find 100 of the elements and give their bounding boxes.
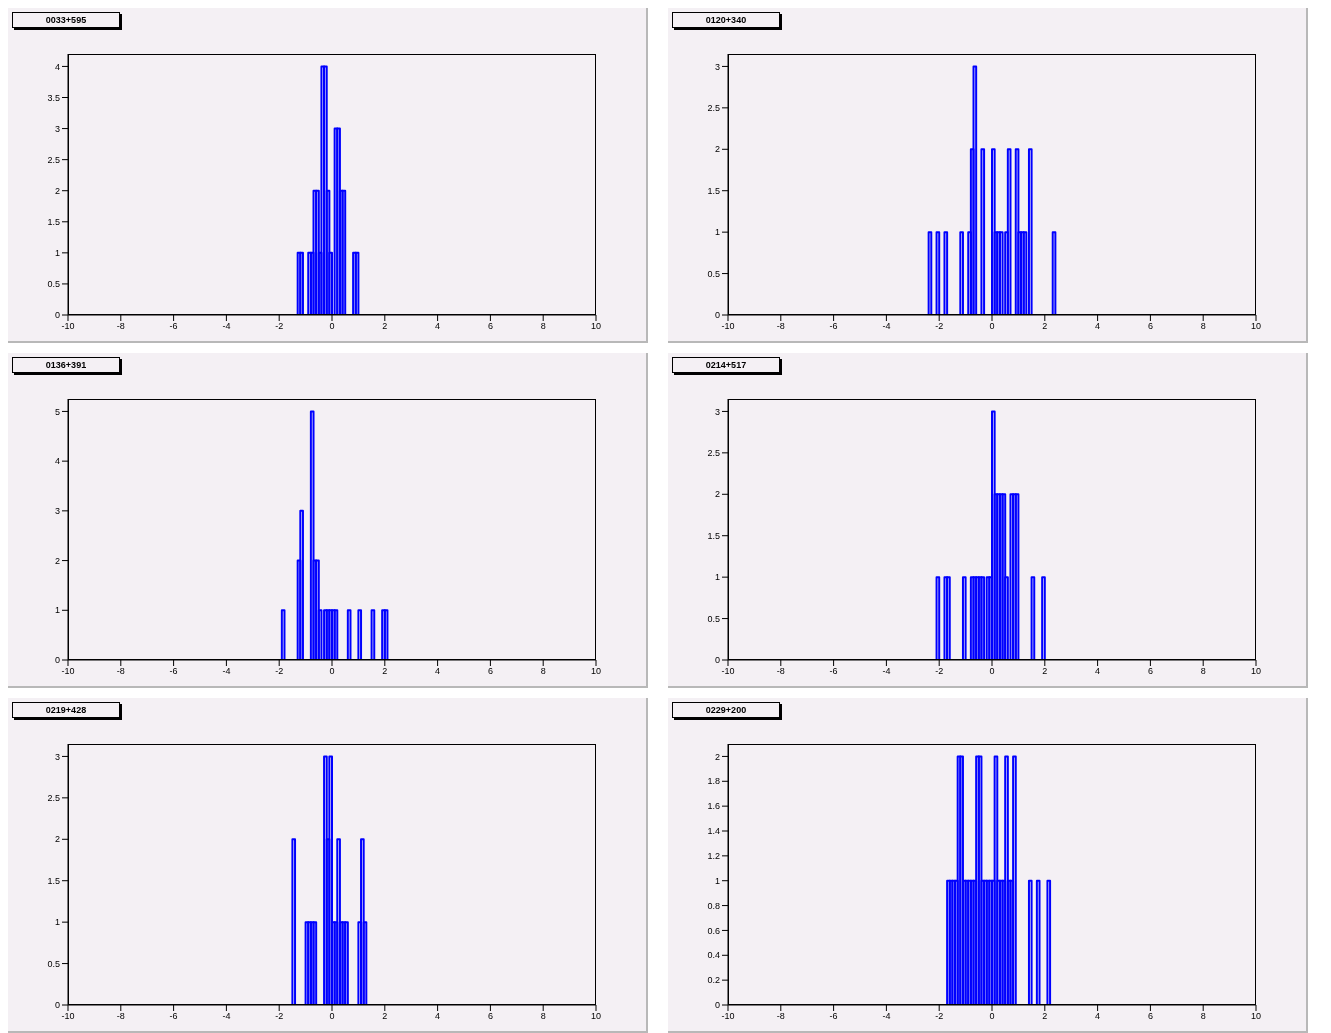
- y-tick-label: 1.5: [707, 185, 720, 196]
- y-tick-label: 3.5: [47, 92, 60, 103]
- x-tick-label: 8: [1200, 1011, 1206, 1022]
- y-tick-label: 0.5: [47, 958, 60, 969]
- y-tick-label: 0.8: [707, 900, 720, 911]
- x-tick-label: 0: [329, 1011, 335, 1022]
- y-tick-label: 3: [714, 406, 720, 417]
- y-tick-label: 1: [54, 917, 60, 928]
- x-tick-label: 6: [1147, 1011, 1153, 1022]
- y-tick-label: 4: [54, 456, 60, 467]
- x-tick-label: -8: [116, 666, 125, 677]
- y-tick-label: 0: [714, 655, 720, 666]
- x-tick-label: 8: [1200, 666, 1206, 677]
- chart-title: 0033+595: [12, 12, 120, 28]
- x-tick-label: -4: [882, 1011, 891, 1022]
- x-tick-label: -2: [935, 321, 944, 332]
- x-tick-label: 2: [382, 666, 388, 677]
- chart-title: 0136+391: [12, 357, 120, 373]
- x-tick-label: -8: [116, 1011, 125, 1022]
- x-tick-label: -10: [721, 666, 735, 677]
- x-tick-label: 10: [1250, 666, 1262, 677]
- x-tick-label: 6: [1147, 666, 1153, 677]
- y-tick-label: 0: [54, 655, 60, 666]
- y-tick-label: 2: [714, 144, 720, 155]
- y-tick-label: 0: [714, 1000, 720, 1011]
- x-tick-label: 8: [1200, 321, 1206, 332]
- y-tick-label: 3: [54, 123, 60, 134]
- x-tick-label: 4: [1095, 666, 1101, 677]
- y-tick-label: 5: [54, 406, 60, 417]
- x-tick-label: 0: [329, 666, 335, 677]
- x-tick-label: -10: [61, 321, 75, 332]
- x-tick-label: -10: [721, 321, 735, 332]
- x-tick-label: -6: [169, 1011, 178, 1022]
- x-tick-label: 10: [590, 666, 602, 677]
- x-tick-label: 6: [487, 666, 493, 677]
- x-tick-label: -6: [829, 666, 838, 677]
- y-tick-label: 2: [54, 834, 60, 845]
- x-tick-label: 0: [989, 321, 995, 332]
- y-tick-label: 1: [714, 572, 720, 583]
- x-tick-label: -6: [829, 321, 838, 332]
- x-tick-label: -8: [116, 321, 125, 332]
- x-tick-label: 0: [329, 321, 335, 332]
- y-tick-label: 1.8: [707, 776, 720, 787]
- y-tick-label: 0.4: [707, 950, 720, 961]
- y-tick-label: 0: [54, 310, 60, 321]
- x-tick-label: 6: [487, 1011, 493, 1022]
- x-tick-label: 2: [382, 321, 388, 332]
- x-tick-label: 6: [487, 321, 493, 332]
- y-tick-label: 1: [54, 248, 60, 259]
- chart-title: 0120+340: [672, 12, 780, 28]
- x-tick-label: 8: [540, 1011, 546, 1022]
- x-tick-label: 10: [1250, 321, 1262, 332]
- y-tick-label: 0.2: [707, 975, 720, 986]
- y-tick-label: 0.5: [707, 268, 720, 279]
- x-tick-label: 10: [590, 321, 602, 332]
- x-tick-label: -10: [721, 1011, 735, 1022]
- y-tick-label: 1: [714, 227, 720, 238]
- x-tick-label: -2: [275, 1011, 284, 1022]
- x-tick-label: -8: [776, 666, 785, 677]
- y-tick-label: 0: [54, 1000, 60, 1011]
- x-tick-label: -10: [61, 666, 75, 677]
- x-tick-label: -8: [776, 1011, 785, 1022]
- y-tick-label: 1.6: [707, 801, 720, 812]
- x-tick-label: 2: [382, 1011, 388, 1022]
- x-tick-label: 8: [540, 321, 546, 332]
- x-tick-label: -4: [222, 1011, 231, 1022]
- y-tick-label: 3: [714, 61, 720, 72]
- y-tick-label: 2: [54, 185, 60, 196]
- x-tick-label: 6: [1147, 321, 1153, 332]
- y-tick-label: 3: [54, 751, 60, 762]
- x-tick-label: 0: [989, 1011, 995, 1022]
- x-tick-label: 2: [1042, 666, 1048, 677]
- y-tick-label: 4: [54, 61, 60, 72]
- y-tick-label: 1: [54, 605, 60, 616]
- x-tick-label: -2: [275, 321, 284, 332]
- y-tick-label: 1.2: [707, 851, 720, 862]
- x-tick-label: 4: [435, 1011, 441, 1022]
- chart-title: 0219+428: [12, 702, 120, 718]
- y-tick-label: 3: [54, 506, 60, 517]
- x-tick-label: 4: [1095, 1011, 1101, 1022]
- x-tick-label: 0: [989, 666, 995, 677]
- x-tick-label: 2: [1042, 1011, 1048, 1022]
- y-tick-label: 1.5: [47, 216, 60, 227]
- y-tick-label: 1.4: [707, 826, 720, 837]
- y-tick-label: 2.5: [47, 154, 60, 165]
- x-tick-label: -4: [882, 666, 891, 677]
- y-tick-label: 1.5: [707, 530, 720, 541]
- x-tick-label: -2: [275, 666, 284, 677]
- y-tick-label: 2.5: [47, 793, 60, 804]
- y-tick-label: 2: [54, 555, 60, 566]
- y-tick-label: 0: [714, 310, 720, 321]
- x-tick-label: -6: [829, 1011, 838, 1022]
- x-tick-label: -4: [222, 321, 231, 332]
- chart-title: 0214+517: [672, 357, 780, 373]
- x-tick-label: -8: [776, 321, 785, 332]
- y-tick-label: 2: [714, 489, 720, 500]
- x-tick-label: -4: [222, 666, 231, 677]
- x-tick-label: 10: [1250, 1011, 1262, 1022]
- x-tick-label: 4: [435, 666, 441, 677]
- y-tick-label: 2.5: [707, 103, 720, 114]
